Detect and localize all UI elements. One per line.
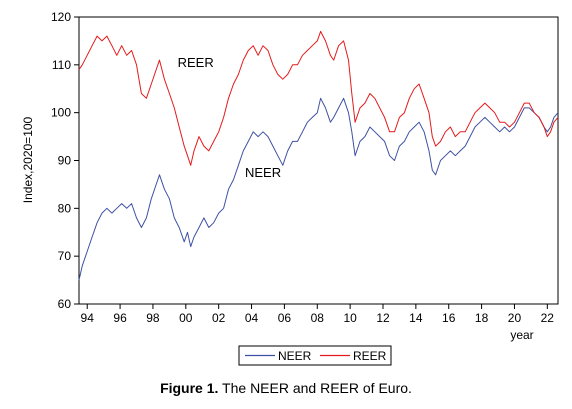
x-tick-label: 04 [245,311,259,325]
annotation-neer: NEER [245,165,281,180]
series-line-neer [78,97,559,281]
y-tick-label: 110 [52,58,71,72]
y-axis-title: Index,2020=100 [21,116,35,203]
figure-caption: Figure 1. The NEER and REER of Euro. [0,380,572,396]
x-tick-label: 16 [442,311,456,325]
x-tick-label: 22 [541,311,555,325]
caption-label: Figure 1. [160,380,219,396]
x-tick-label: 98 [146,311,160,325]
x-tick-label: 12 [376,311,390,325]
series-layer [78,30,559,281]
legend-label-neer: NEER [278,349,312,363]
legend-label-reer: REER [353,349,387,363]
annotations: REER NEER [178,55,281,180]
x-tick-label: 20 [508,311,522,325]
legend: NEER REER [238,345,392,366]
x-tick-label: 94 [81,311,95,325]
x-tick-label: 14 [409,311,423,325]
x-tick-label: 18 [475,311,489,325]
x-tick-label: 96 [113,311,127,325]
y-tick-label: 120 [51,10,71,24]
y-tick-label: 70 [58,249,72,263]
x-tick-label: 02 [212,311,226,325]
y-tick-label: 90 [58,154,72,168]
caption-text: The NEER and REER of Euro. [218,380,412,396]
y-tick-label: 100 [51,106,71,120]
y-tick-label: 80 [58,201,72,215]
x-axis: 94 96 98 00 02 04 06 08 10 12 14 16 18 20 22 [81,304,555,325]
plot-area-frame [78,16,559,305]
x-axis-title: year [510,328,533,342]
y-tick-label: 60 [58,297,72,311]
series-line-reer [78,30,559,166]
legend-box [238,345,392,366]
y-axis: 60 70 80 90 100 110 120 [51,10,79,311]
x-tick-label: 00 [179,311,193,325]
x-tick-label: 10 [343,311,357,325]
x-tick-label: 08 [311,311,325,325]
annotation-reer: REER [178,55,214,70]
x-tick-label: 06 [278,311,292,325]
